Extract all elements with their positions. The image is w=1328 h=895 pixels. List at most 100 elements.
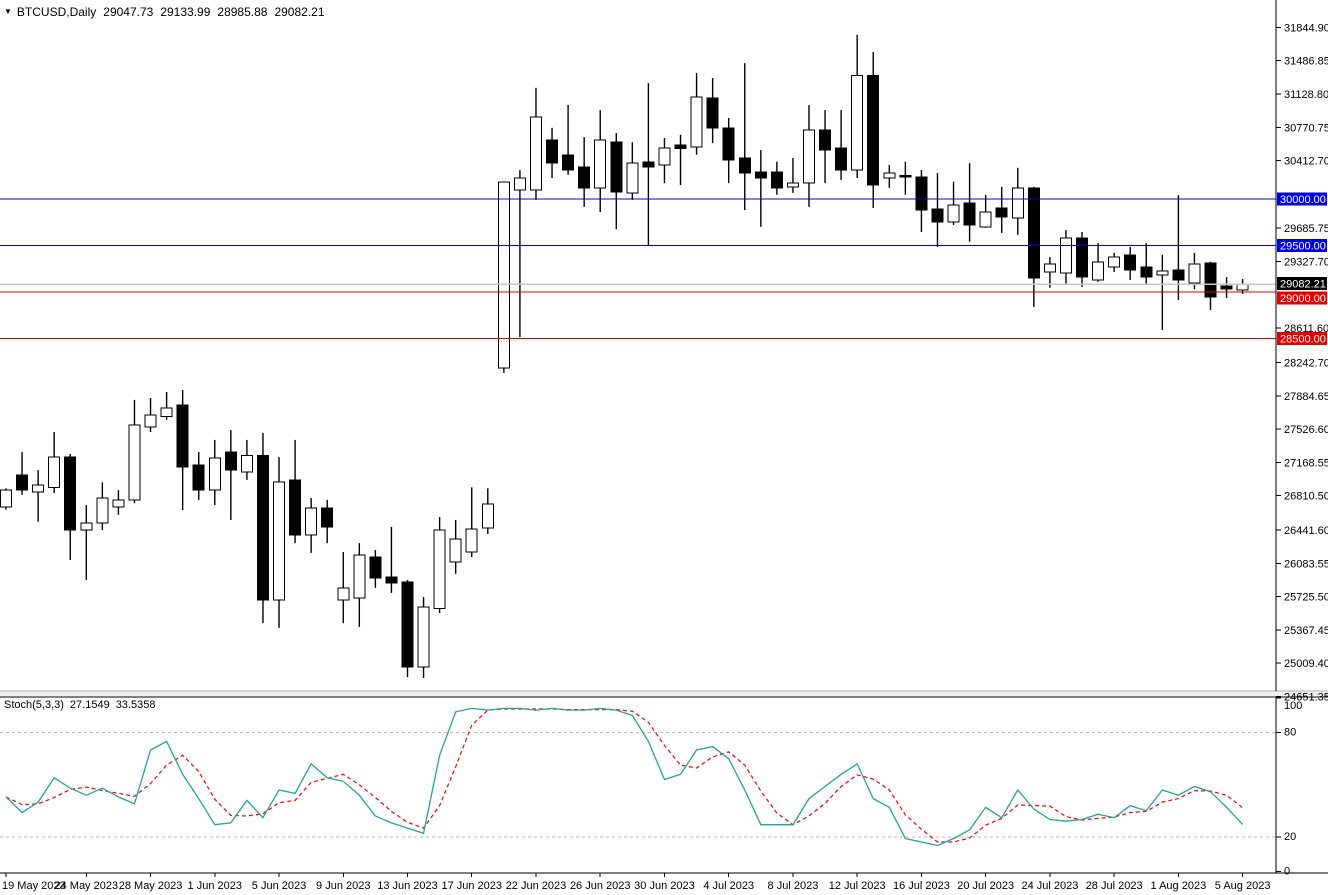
candle xyxy=(337,552,350,624)
price-tick-label: 24651.35 xyxy=(1284,692,1328,704)
close-value: 29082.21 xyxy=(274,5,325,19)
stoch-k-line xyxy=(5,707,1244,847)
candle xyxy=(273,457,286,628)
candle xyxy=(465,487,478,558)
symbol-period-label: BTCUSD,Daily xyxy=(16,5,97,19)
level-price-badge[interactable]: 29000.00 xyxy=(1277,291,1327,306)
date-tick-label: 1 Aug 2023 xyxy=(1151,880,1207,892)
symbol-dropdown-icon: ▼ xyxy=(4,7,12,16)
date-tick-label: 9 Jun 2023 xyxy=(316,880,370,892)
candle xyxy=(1059,230,1072,286)
candle xyxy=(963,163,976,242)
candle xyxy=(449,519,462,574)
svg-text:29500.00: 29500.00 xyxy=(1280,240,1326,252)
candle xyxy=(64,453,77,560)
price-tick-label: 31486.85 xyxy=(1284,56,1328,68)
date-tick-label: 28 May 2023 xyxy=(119,880,183,892)
level-price-badge[interactable]: 28500.00 xyxy=(1277,332,1327,346)
candle xyxy=(658,138,671,184)
candle xyxy=(176,390,189,511)
date-tick-label: 30 Jun 2023 xyxy=(634,880,695,892)
candle xyxy=(497,181,510,373)
price-tick-label: 29327.70 xyxy=(1284,257,1328,269)
price-tick-label: 26810.50 xyxy=(1284,491,1328,503)
candle xyxy=(401,579,414,678)
svg-text:29000.00: 29000.00 xyxy=(1280,293,1326,305)
price-tick-label: 27168.55 xyxy=(1284,457,1328,469)
date-tick-label: 28 Jul 2023 xyxy=(1086,880,1143,892)
candle xyxy=(160,392,173,420)
candle xyxy=(1011,167,1024,235)
candle xyxy=(995,186,1008,233)
date-tick-label: 16 Jul 2023 xyxy=(893,880,950,892)
stoch-d-line xyxy=(5,708,1243,843)
level-price-badge[interactable]: 30000.00 xyxy=(1277,192,1327,206)
price-axis[interactable]: 31844.90 31486.85 31128.80 30770.75 30412.70… xyxy=(1276,22,1328,704)
date-tick-label: 17 Jun 2023 xyxy=(441,880,502,892)
stoch-tick-label: 100 xyxy=(1284,700,1302,712)
symbol-ohlc-bar: ▼ BTCUSD,Daily 29047.73 29133.99 28985.88 290… xyxy=(4,5,325,19)
candle xyxy=(208,439,221,506)
stochastic-pane: 100 80 20 0 xyxy=(0,697,1302,878)
candle xyxy=(979,194,992,228)
candle xyxy=(192,452,205,500)
candle xyxy=(562,105,575,175)
candle xyxy=(529,87,542,200)
date-tick-label: 12 Jul 2023 xyxy=(829,880,886,892)
date-tick-label: 24 Jul 2023 xyxy=(1021,880,1078,892)
date-tick-label: 19 May 2023 xyxy=(2,880,66,892)
date-tick-label: 26 Jun 2023 xyxy=(570,880,631,892)
candle xyxy=(385,526,398,593)
date-tick-label: 20 Jul 2023 xyxy=(957,880,1014,892)
candle xyxy=(867,52,880,208)
candle xyxy=(851,34,864,179)
candle xyxy=(1204,261,1217,311)
candles-layer xyxy=(0,34,1249,679)
candle xyxy=(786,158,799,193)
price-tick-label: 31128.80 xyxy=(1284,89,1328,101)
price-level-lines[interactable] xyxy=(0,198,1276,340)
stochastic-name: Stoch(5,3,3) xyxy=(4,699,64,711)
candle xyxy=(433,517,446,613)
candle xyxy=(770,161,783,195)
date-tick-label: 5 Jun 2023 xyxy=(252,880,306,892)
candle xyxy=(481,488,494,534)
price-tick-label: 27884.65 xyxy=(1284,391,1328,403)
candle xyxy=(835,110,848,180)
candle xyxy=(240,439,253,480)
candle xyxy=(289,439,302,544)
price-axis-badges: 30000.00 29500.00 29000.00 28500.00 29082.21 xyxy=(1277,192,1327,346)
candle xyxy=(610,132,623,230)
svg-text:28500.00: 28500.00 xyxy=(1280,334,1326,346)
candle xyxy=(96,482,109,531)
price-tick-label: 25367.45 xyxy=(1284,625,1328,637)
price-tick-label: 26441.60 xyxy=(1284,525,1328,537)
candle xyxy=(915,170,928,232)
candle xyxy=(353,543,366,627)
candle xyxy=(32,470,45,522)
candle xyxy=(48,432,61,493)
pane-splitter[interactable] xyxy=(0,691,1328,696)
candle xyxy=(305,498,318,553)
current-price-badge[interactable]: 29082.21 xyxy=(1277,276,1327,291)
date-tick-label: 24 May 2023 xyxy=(54,880,118,892)
date-tick-label: 1 Jun 2023 xyxy=(188,880,242,892)
svg-text:30000.00: 30000.00 xyxy=(1280,194,1326,206)
stoch-tick-label: 20 xyxy=(1284,831,1296,843)
candle xyxy=(128,399,141,504)
stochastic-d-value: 33.5358 xyxy=(115,699,156,711)
level-price-badge[interactable]: 29500.00 xyxy=(1277,238,1327,253)
candle xyxy=(80,505,93,580)
candle xyxy=(722,118,735,184)
price-tick-label: 30412.70 xyxy=(1284,156,1328,168)
candle xyxy=(690,72,703,155)
open-value: 29047.73 xyxy=(103,5,154,19)
candle xyxy=(899,161,912,195)
candle xyxy=(626,142,639,200)
candle xyxy=(144,398,157,432)
date-tick-label: 8 Jul 2023 xyxy=(768,880,819,892)
candle xyxy=(803,105,815,207)
